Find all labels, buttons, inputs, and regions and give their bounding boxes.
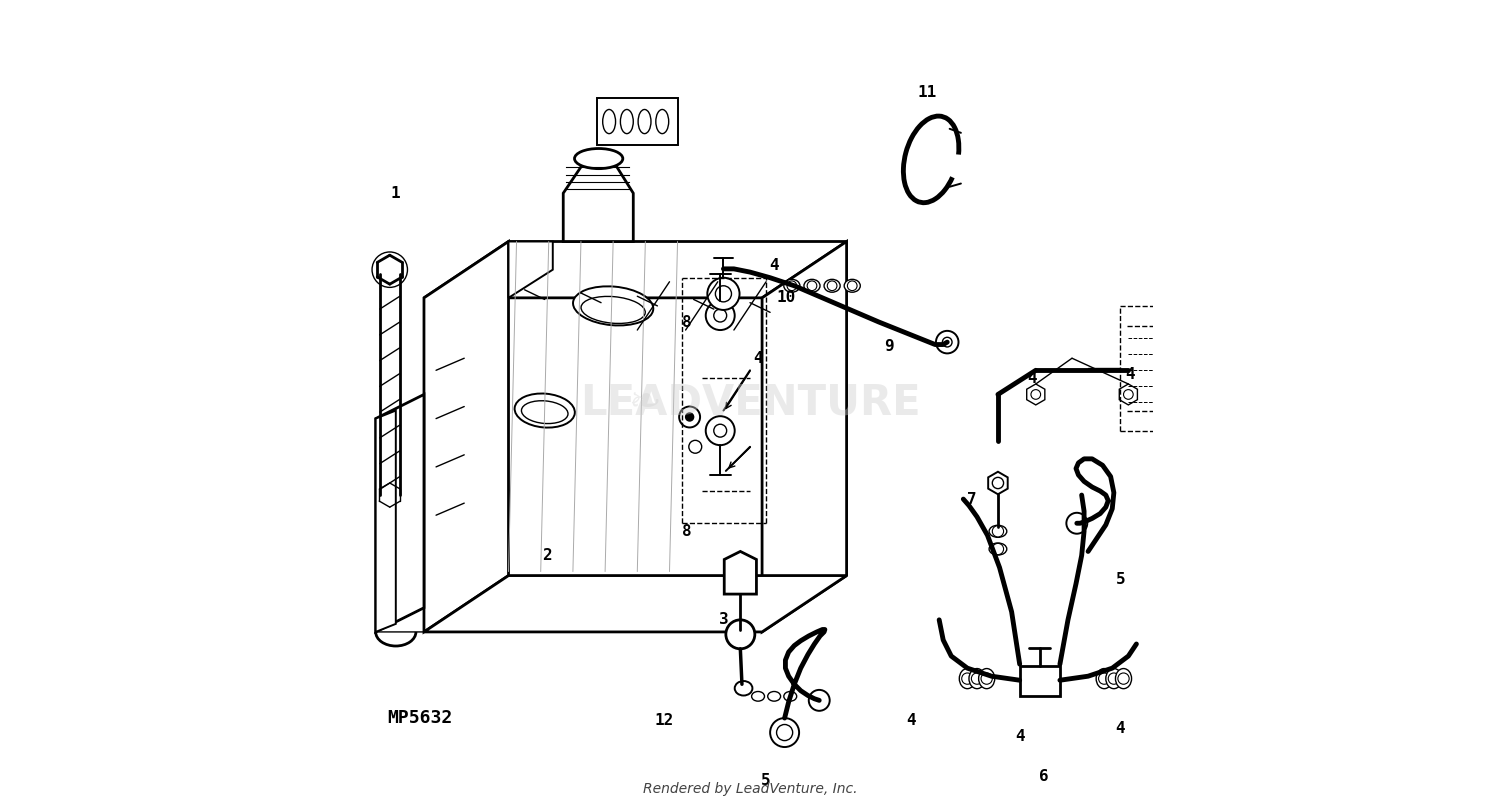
Ellipse shape [656,109,669,134]
Bar [597,98,678,145]
Ellipse shape [804,279,820,292]
Bar [1020,666,1060,696]
Ellipse shape [978,668,994,688]
Ellipse shape [752,691,765,701]
Ellipse shape [768,691,780,701]
Ellipse shape [988,525,1006,538]
Text: 2: 2 [543,548,552,563]
Circle shape [705,301,735,330]
Text: 6: 6 [1040,770,1048,784]
Circle shape [942,337,952,347]
Text: 11: 11 [918,85,936,100]
Circle shape [1108,673,1119,684]
Circle shape [972,673,982,684]
Circle shape [1030,390,1041,399]
Text: 8: 8 [682,524,692,539]
Ellipse shape [1106,668,1122,688]
Circle shape [936,331,958,353]
Circle shape [962,673,974,684]
Circle shape [688,440,702,453]
Circle shape [1118,673,1130,684]
Ellipse shape [638,109,651,134]
Circle shape [372,252,408,287]
Polygon shape [1026,384,1045,405]
Circle shape [714,309,726,322]
Text: 4: 4 [1125,367,1136,382]
Circle shape [993,477,1004,489]
Ellipse shape [574,148,622,169]
Polygon shape [375,411,396,632]
Circle shape [777,724,792,741]
Text: 3: 3 [720,613,729,627]
Text: 4: 4 [1116,721,1125,736]
Text: 7: 7 [966,492,976,506]
Text: 4: 4 [753,351,764,365]
Circle shape [788,281,796,291]
Text: 10: 10 [777,291,796,305]
Polygon shape [988,472,1008,494]
Text: 4: 4 [1016,729,1025,744]
Circle shape [1066,513,1088,534]
Ellipse shape [514,394,574,427]
Ellipse shape [969,668,986,688]
Polygon shape [1119,384,1137,405]
Text: 4: 4 [770,258,778,273]
Ellipse shape [1116,668,1131,688]
Text: 4: 4 [1028,371,1036,386]
Text: LEADVENTURE: LEADVENTURE [579,382,921,423]
Ellipse shape [621,109,633,134]
Ellipse shape [824,279,840,292]
Polygon shape [424,242,846,298]
Circle shape [828,281,837,291]
Ellipse shape [580,296,645,324]
Circle shape [993,526,1004,537]
Text: Rendered by LeadVenture, Inc.: Rendered by LeadVenture, Inc. [642,782,858,796]
Text: 12: 12 [654,713,674,728]
Ellipse shape [960,668,975,688]
Circle shape [808,690,830,711]
Polygon shape [724,551,756,594]
Circle shape [686,413,693,421]
Circle shape [993,543,1004,555]
Ellipse shape [988,543,1006,555]
Ellipse shape [573,287,654,325]
Circle shape [714,424,726,437]
Ellipse shape [1096,668,1112,688]
Polygon shape [424,576,846,632]
Polygon shape [762,242,846,632]
Circle shape [847,281,856,291]
Text: 9: 9 [884,339,894,353]
Ellipse shape [603,109,615,134]
Text: 5: 5 [762,774,771,788]
Polygon shape [562,161,633,242]
Text: 8: 8 [682,315,692,329]
Polygon shape [509,242,554,298]
Text: ❧: ❧ [628,383,662,422]
Circle shape [726,620,754,649]
Circle shape [705,416,735,445]
Circle shape [1098,673,1110,684]
Circle shape [1124,390,1132,399]
Ellipse shape [522,401,568,423]
Text: 5: 5 [1116,572,1125,587]
Text: MP5632: MP5632 [387,709,453,727]
Circle shape [770,718,800,747]
Ellipse shape [735,681,753,696]
Circle shape [708,278,740,310]
Polygon shape [424,242,508,632]
Polygon shape [375,394,424,632]
Ellipse shape [844,279,861,292]
Text: 1: 1 [392,186,400,200]
Circle shape [680,407,700,427]
Text: 4: 4 [906,713,916,728]
Circle shape [981,673,993,684]
Circle shape [807,281,818,291]
Circle shape [716,286,732,302]
Ellipse shape [784,279,800,292]
Ellipse shape [784,691,796,701]
